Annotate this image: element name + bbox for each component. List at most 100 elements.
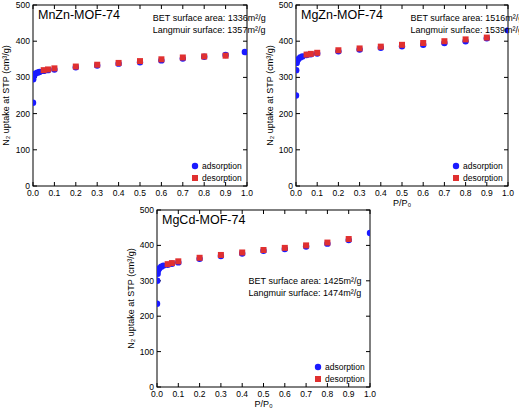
point	[157, 278, 160, 284]
y-axis-label: N₂ uptake at STP (cm³/g)	[265, 45, 275, 145]
point	[260, 248, 266, 254]
point	[356, 46, 362, 52]
x-tick	[199, 383, 200, 387]
point	[239, 250, 245, 256]
point	[180, 54, 186, 60]
x-tick	[317, 182, 318, 186]
y-tick-label: 100	[279, 145, 293, 155]
point	[137, 58, 143, 64]
y-tick-label: 500	[16, 0, 30, 10]
x-tick-top	[140, 5, 141, 9]
x-tick-top	[348, 210, 349, 214]
point	[51, 65, 57, 71]
y-tick-right	[366, 280, 370, 281]
point	[158, 57, 164, 63]
y-tick-right	[243, 77, 247, 78]
point	[201, 54, 207, 60]
y-tick-right	[504, 149, 508, 150]
x-tick-label: 0.2	[70, 188, 82, 198]
y-axis-label: N₂ uptake at STP (cm³/g)	[126, 248, 136, 348]
x-tick-top	[263, 210, 264, 214]
point	[296, 92, 299, 98]
point	[196, 256, 202, 262]
x-tick-top	[157, 210, 158, 214]
y-tick	[33, 186, 37, 187]
x-tick-label: 0.4	[113, 188, 125, 198]
y-tick-label: 200	[279, 109, 293, 119]
x-tick-label: 0.1	[172, 389, 184, 399]
y-tick-right	[243, 5, 247, 6]
x-tick	[338, 182, 339, 186]
point	[116, 60, 122, 66]
y-tick	[157, 245, 161, 246]
point	[94, 62, 100, 68]
point	[484, 35, 490, 41]
annotation: BET surface area: 1516m²/g	[410, 13, 519, 23]
y-tick-label: 200	[16, 109, 30, 119]
point	[314, 50, 320, 56]
point	[303, 243, 309, 249]
x-axis-label: P/P₀	[393, 198, 412, 208]
point	[261, 247, 267, 253]
point	[378, 45, 384, 51]
x-tick-label: 0.4	[236, 389, 248, 399]
x-tick-label: 0.8	[198, 188, 210, 198]
x-tick-label: 0.8	[321, 389, 333, 399]
point	[420, 40, 426, 46]
x-tick-label: 1.0	[364, 389, 376, 399]
point	[484, 35, 490, 41]
x-tick-label: 0.7	[300, 389, 312, 399]
x-tick	[161, 182, 162, 186]
x-tick	[296, 182, 297, 186]
y-tick-label: 200	[140, 311, 154, 321]
y-tick-label: 0	[25, 181, 30, 191]
x-tick-label: 0.2	[194, 389, 206, 399]
point	[222, 52, 228, 58]
figure: 0.00.10.20.30.40.50.60.70.80.91.00100200…	[0, 0, 519, 411]
legend-marker	[315, 376, 321, 382]
point	[441, 38, 447, 44]
y-tick	[296, 77, 300, 78]
x-tick-label: 0.5	[258, 389, 270, 399]
marks	[296, 27, 508, 99]
point	[242, 49, 247, 55]
y-tick	[33, 5, 37, 6]
marks	[33, 49, 247, 106]
x-tick-label: 0.1	[48, 188, 60, 198]
x-tick-top	[486, 5, 487, 9]
point	[399, 42, 405, 48]
y-tick	[33, 149, 37, 150]
y-tick-label: 100	[16, 145, 30, 155]
x-tick	[140, 182, 141, 186]
chart-title: MgCd-MOF-74	[162, 213, 245, 227]
x-tick-label: 0.7	[177, 188, 189, 198]
x-tick-top	[444, 5, 445, 9]
annotation: BET surface area: 1425m²/g	[249, 276, 362, 286]
y-tick-right	[504, 5, 508, 6]
x-tick-label: 0.9	[481, 188, 493, 198]
point	[175, 259, 181, 265]
x-tick-label: 0.8	[460, 188, 472, 198]
chart: 0.00.10.20.30.40.50.60.70.80.91.00100200…	[265, 0, 519, 208]
x-axis-label: P/P₀	[254, 399, 273, 409]
y-tick-right	[504, 186, 508, 187]
y-tick-right	[366, 351, 370, 352]
legend-marker	[192, 175, 198, 181]
point	[165, 261, 171, 267]
x-tick-top	[225, 5, 226, 9]
x-tick	[359, 182, 360, 186]
point	[282, 245, 288, 251]
x-tick	[263, 383, 264, 387]
y-tick	[296, 5, 300, 6]
x-tick	[370, 383, 371, 387]
x-tick	[118, 182, 119, 186]
x-tick	[178, 383, 179, 387]
point	[335, 48, 341, 54]
x-tick-label: 1.0	[502, 188, 514, 198]
y-tick-right	[243, 113, 247, 114]
x-tick	[33, 182, 34, 186]
x-tick-top	[465, 5, 466, 9]
marks	[157, 230, 370, 307]
point	[303, 242, 309, 248]
x-tick	[182, 182, 183, 186]
